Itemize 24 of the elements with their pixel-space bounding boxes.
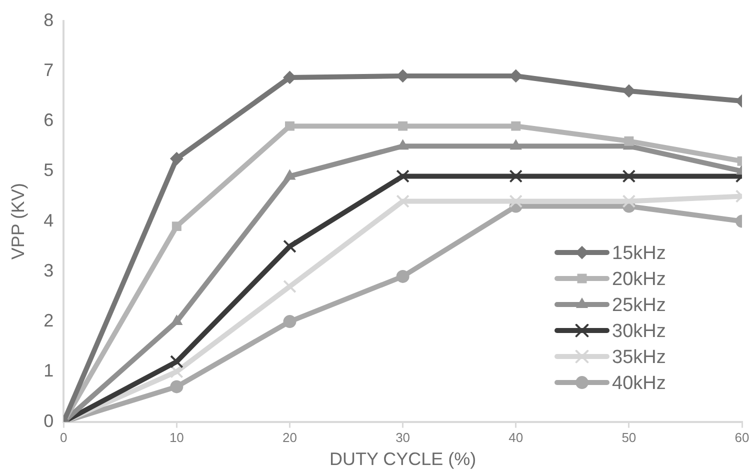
- y-tick-label: 3: [44, 260, 54, 280]
- y-tick-label: 1: [44, 360, 54, 381]
- y-tick-label: 8: [44, 10, 54, 30]
- y-tick-label: 2: [44, 310, 54, 331]
- legend-label: 20kHz: [612, 268, 666, 290]
- y-tick-label: 4: [44, 210, 54, 230]
- y-tick-label: 7: [44, 60, 54, 80]
- y-axis-title: VPP (KV): [8, 182, 28, 260]
- y-tick-label: 5: [44, 160, 54, 180]
- y-tick-label: 6: [44, 110, 54, 130]
- x-tick-label: 10: [169, 430, 184, 446]
- x-tick-label: 20: [282, 430, 297, 446]
- x-tick-label: 30: [396, 430, 410, 446]
- legend-label: 30kHz: [612, 320, 666, 342]
- x-tick-label: 60: [734, 430, 750, 446]
- x-axis-title: DUTY CYCLE (%): [329, 449, 476, 470]
- legend-label: 15kHz: [612, 242, 666, 264]
- x-tick-label: 0: [60, 430, 68, 446]
- legend-label: 35kHz: [612, 346, 666, 368]
- legend-label: 25kHz: [612, 294, 666, 316]
- y-tick-label: 0: [44, 410, 54, 431]
- x-tick-label: 40: [508, 430, 524, 446]
- legend-label: 40kHz: [612, 372, 666, 394]
- x-tick-label: 50: [622, 430, 636, 446]
